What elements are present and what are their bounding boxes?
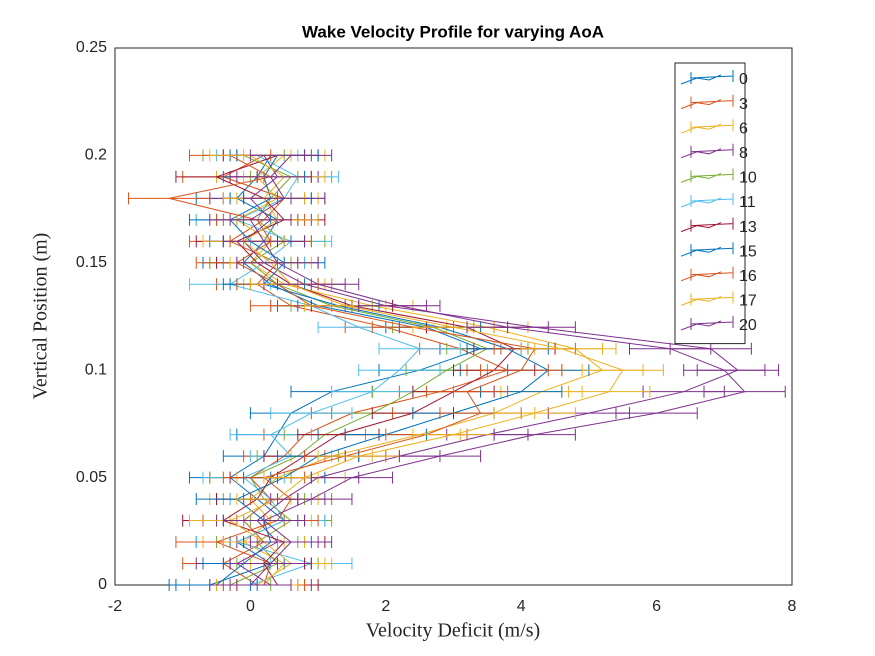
y-tick-label: 0.2 — [85, 147, 107, 164]
legend-label: 17 — [739, 293, 757, 310]
x-tick-label: 2 — [381, 598, 390, 615]
legend-swatch — [680, 168, 734, 183]
legend-label: 15 — [739, 243, 757, 260]
y-tick-label: 0.05 — [76, 469, 107, 486]
legend-label: 10 — [739, 170, 757, 187]
error-bar — [249, 149, 333, 162]
legend-label: 20 — [739, 317, 757, 334]
legend-label: 8 — [739, 145, 748, 162]
legend-swatch — [680, 217, 734, 233]
legend-label: 13 — [739, 219, 757, 236]
data-line — [249, 155, 746, 586]
legend-label: 0 — [739, 71, 748, 88]
y-tick-label: 0.1 — [85, 361, 107, 378]
legend-label: 3 — [739, 96, 748, 113]
legend-swatch — [680, 193, 734, 208]
legend-swatch — [680, 291, 734, 306]
legend-swatch — [680, 119, 734, 134]
y-tick-label: 0.15 — [76, 254, 107, 271]
legend-swatch — [680, 266, 734, 282]
x-tick-label: 0 — [246, 598, 255, 615]
x-tick-label: 4 — [517, 598, 526, 615]
x-tick-label: -2 — [108, 598, 122, 615]
legend-swatch — [680, 94, 734, 110]
y-tick-label: 0.25 — [76, 39, 107, 56]
legend-swatch — [680, 242, 734, 257]
x-tick-label: 8 — [788, 598, 797, 615]
legend-label: 11 — [739, 194, 756, 211]
data-line — [169, 154, 536, 586]
legend-swatch — [680, 70, 734, 85]
x-axis-label: Velocity Deficit (m/s) — [366, 620, 540, 642]
legend-label: 6 — [739, 120, 748, 137]
legend-swatch — [680, 143, 734, 159]
chart-title: Wake Velocity Profile for varying AoA — [302, 22, 604, 41]
legend-label: 16 — [739, 268, 757, 285]
y-axis-label: Vertical Position (m) — [30, 233, 52, 400]
x-tick-label: 6 — [652, 598, 661, 615]
y-tick-label: 0 — [98, 576, 107, 593]
legend-swatch — [680, 316, 734, 331]
data-line — [229, 154, 624, 586]
